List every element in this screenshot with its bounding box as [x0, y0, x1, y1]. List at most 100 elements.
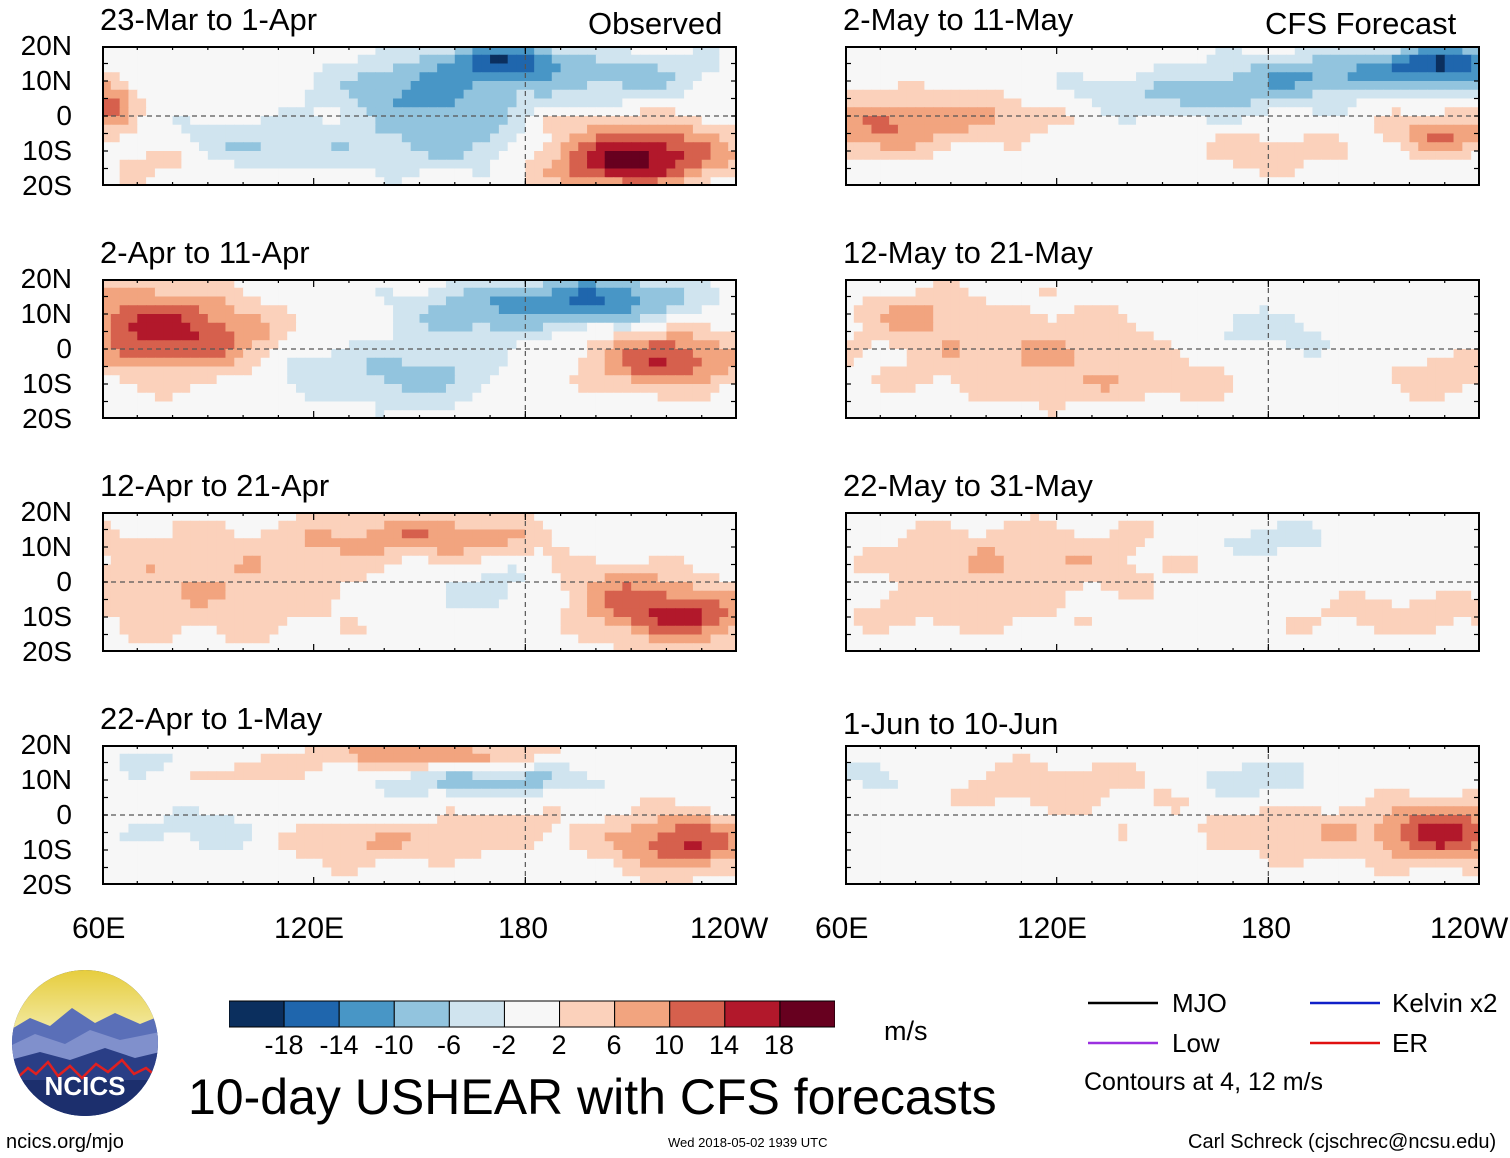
heatmap-cell — [163, 797, 174, 807]
heatmap-cell — [401, 89, 412, 100]
heatmap-cell — [190, 142, 200, 152]
heatmap-cell — [102, 617, 112, 627]
heatmap-cell — [701, 340, 712, 350]
heatmap-cell — [613, 806, 623, 816]
heatmap-cell — [410, 788, 421, 799]
heatmap-cell — [172, 555, 182, 566]
heatmap-cell — [525, 98, 535, 108]
heatmap-cell — [648, 858, 659, 869]
heatmap-cell — [225, 625, 235, 636]
heatmap-cell — [472, 357, 482, 368]
heatmap-cell — [234, 634, 244, 644]
heatmap-cell — [428, 858, 438, 869]
heatmap-cell — [366, 547, 376, 557]
heatmap-cell — [137, 116, 147, 126]
heatmap-cell — [110, 634, 121, 644]
heatmap-cell — [542, 841, 553, 851]
lat-tick-label: 10S — [22, 368, 72, 399]
heatmap-cell — [657, 89, 668, 100]
heatmap-cell — [251, 151, 262, 161]
heatmap-cell — [199, 384, 209, 394]
heatmap-cell — [401, 582, 412, 592]
heatmap-cell — [463, 547, 474, 557]
heatmap-cell — [622, 573, 632, 583]
heatmap-cell — [542, 867, 553, 877]
heatmap-cell — [234, 512, 244, 522]
heatmap-cell — [666, 151, 676, 161]
heatmap-cell — [587, 625, 597, 636]
heatmap-cell — [393, 98, 403, 108]
heatmap-cell — [269, 305, 279, 315]
heatmap-cell — [304, 608, 315, 618]
heatmap-cell — [657, 142, 668, 152]
heatmap-cell — [542, 168, 553, 178]
heatmap-cell — [578, 599, 588, 609]
shear-panel-forecast-1 — [845, 46, 1480, 186]
heatmap-cell — [269, 841, 279, 851]
heatmap-cell — [604, 142, 615, 152]
heatmap-cell — [181, 133, 191, 143]
heatmap-cell — [137, 745, 147, 755]
heatmap-cell — [525, 797, 535, 807]
heatmap-cell — [666, 349, 676, 359]
heatmap-cell — [243, 349, 253, 359]
heatmap-cell — [437, 159, 447, 170]
heatmap-cell — [701, 520, 712, 531]
heatmap-cell — [657, 159, 668, 170]
heatmap-cell — [675, 366, 685, 376]
heatmap-cell — [463, 582, 474, 592]
heatmap-cell — [463, 512, 474, 522]
heatmap-cell — [463, 159, 474, 170]
heatmap-cell — [639, 547, 650, 557]
heatmap-cell — [401, 296, 412, 306]
heatmap-cell — [454, 142, 465, 152]
heatmap-cell — [463, 375, 474, 385]
heatmap-cell — [657, 287, 668, 298]
heatmap-cell — [296, 384, 306, 394]
heatmap-cell — [428, 331, 438, 341]
heatmap-cell — [604, 72, 615, 82]
heatmap-cell — [207, 392, 218, 403]
heatmap-cell — [393, 133, 403, 143]
heatmap-cell — [542, 279, 553, 289]
heatmap-cell — [445, 133, 456, 143]
heatmap-cell — [490, 876, 500, 885]
heatmap-cell — [542, 858, 553, 869]
heatmap-cell — [1144, 46, 1155, 56]
heatmap-cell — [410, 116, 421, 126]
heatmap-cell — [163, 850, 174, 860]
heatmap-cell — [393, 177, 403, 186]
heatmap-cell — [172, 780, 182, 790]
heatmap-cell — [604, 46, 615, 56]
heatmap-cell — [102, 858, 112, 869]
heatmap-cell — [542, 296, 553, 306]
heatmap-cell — [516, 832, 526, 842]
heatmap-cell — [454, 608, 465, 618]
heatmap-cell — [657, 357, 668, 368]
heatmap-cell — [587, 107, 597, 117]
heatmap-cell — [340, 63, 350, 73]
heatmap-cell — [401, 340, 412, 350]
heatmap-cell — [119, 815, 130, 825]
heatmap-cell — [207, 573, 218, 583]
heatmap-cell — [631, 832, 641, 842]
heatmap-cell — [393, 538, 403, 548]
heatmap-cell — [525, 314, 535, 324]
heatmap-cell — [631, 89, 641, 100]
heatmap-cell — [648, 340, 659, 350]
heatmap-cell — [278, 98, 288, 108]
heatmap-cell — [481, 375, 491, 385]
heatmap-cell — [110, 168, 121, 178]
heatmap-cell — [551, 98, 562, 108]
heatmap-cell — [410, 529, 421, 539]
heatmap-cell — [666, 305, 676, 315]
heatmap-cell — [348, 340, 359, 350]
heatmap-cell — [578, 582, 588, 592]
heatmap-cell — [128, 573, 138, 583]
heatmap-cell — [648, 762, 659, 772]
heatmap-cell — [366, 384, 376, 394]
heatmap-cell — [119, 340, 130, 350]
heatmap-cell — [410, 832, 421, 842]
heatmap-cell — [340, 771, 350, 781]
heatmap-cell — [163, 296, 174, 306]
